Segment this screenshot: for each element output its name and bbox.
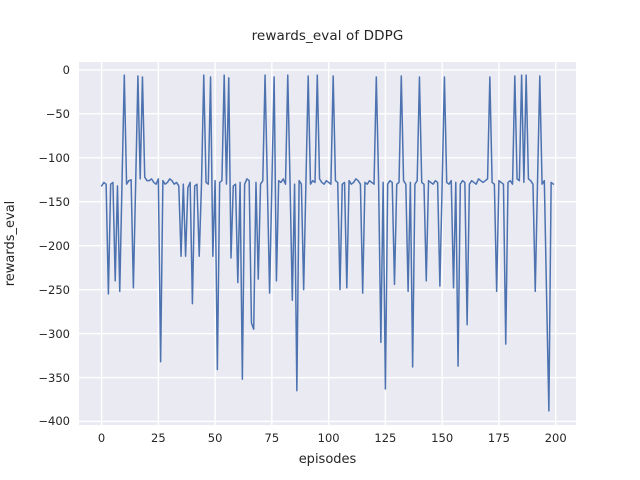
y-tick-label: −150 (38, 194, 70, 209)
x-axis-label: episodes (298, 452, 357, 467)
y-tick-label: −200 (38, 238, 70, 253)
y-axis-label: rewards_eval (3, 200, 18, 287)
x-tick-label: 175 (487, 431, 510, 445)
y-tick-label: 0 (62, 62, 70, 77)
chart-title: rewards_eval of DDPG (251, 28, 404, 44)
x-tick-label: 100 (317, 431, 340, 445)
y-tick-label: −350 (38, 370, 70, 385)
x-tick-label: 0 (97, 431, 106, 445)
y-tick-label: −100 (38, 150, 70, 165)
x-tick-label: 200 (544, 431, 567, 445)
y-tick-label: −300 (38, 326, 70, 341)
y-tick-label: −50 (45, 106, 70, 121)
series-line (100, 74, 555, 412)
x-tick-label: 75 (264, 431, 280, 445)
y-tick-label: −250 (38, 282, 70, 297)
plot-area (79, 62, 576, 425)
x-tick-label: 25 (151, 431, 166, 445)
x-tick-label: 125 (374, 431, 397, 445)
x-tick-label: 150 (431, 431, 454, 445)
y-tick-label: −400 (38, 414, 70, 429)
data-line-layer (100, 74, 555, 412)
x-tick-label: 50 (207, 431, 223, 445)
